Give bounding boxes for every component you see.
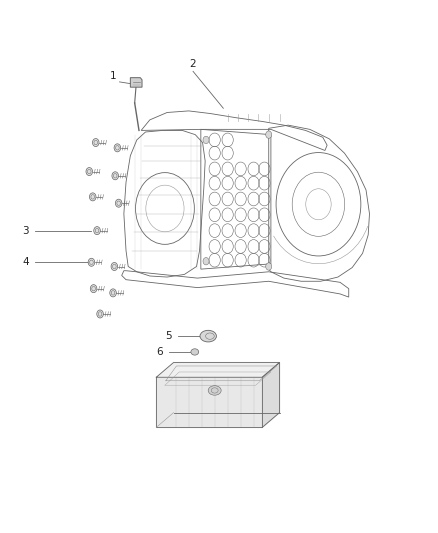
Text: 4: 4 [22,257,29,267]
Circle shape [266,131,272,139]
Text: 3: 3 [22,225,29,236]
Circle shape [88,259,95,266]
Ellipse shape [200,330,216,342]
Circle shape [266,263,272,270]
Circle shape [86,167,92,175]
Circle shape [115,199,122,207]
Text: 5: 5 [165,331,171,341]
Polygon shape [156,362,279,377]
Circle shape [114,144,120,152]
Ellipse shape [191,349,199,355]
Text: 1: 1 [110,71,117,81]
Polygon shape [131,78,142,87]
Circle shape [94,227,100,235]
Circle shape [111,262,118,271]
Circle shape [110,289,117,297]
Circle shape [92,139,99,147]
Circle shape [203,136,209,143]
Circle shape [97,310,103,318]
Circle shape [203,257,209,265]
Ellipse shape [208,386,221,395]
Polygon shape [262,362,279,427]
Circle shape [89,193,96,201]
Text: 2: 2 [190,59,196,69]
Circle shape [112,172,119,180]
Text: 6: 6 [156,347,163,357]
Polygon shape [156,377,262,427]
Circle shape [90,285,97,293]
